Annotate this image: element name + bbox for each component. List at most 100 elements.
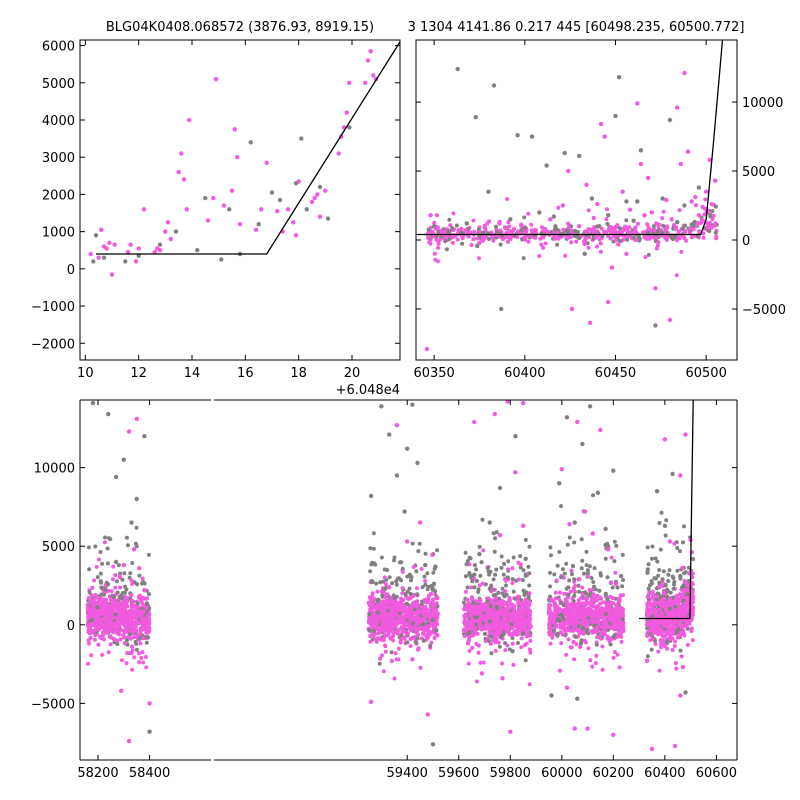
data-point-magenta — [400, 591, 405, 596]
data-point-magenta — [176, 169, 181, 175]
data-point-magenta — [507, 598, 512, 603]
data-point-magenta — [525, 620, 530, 625]
data-point-magenta — [137, 660, 142, 665]
data-point-magenta — [497, 621, 502, 626]
data-point-magenta — [661, 209, 666, 214]
data-point-gray — [683, 223, 688, 228]
data-point-magenta — [656, 240, 661, 245]
data-point-magenta — [140, 650, 145, 655]
data-point-magenta — [477, 598, 482, 603]
data-point-magenta — [505, 197, 510, 201]
data-point-magenta — [448, 223, 453, 228]
data-point-gray — [580, 626, 585, 631]
data-point-magenta — [590, 664, 595, 669]
data-point-gray — [408, 591, 413, 596]
data-point-magenta — [475, 236, 480, 241]
data-point-magenta — [418, 627, 423, 632]
data-point-magenta — [560, 621, 565, 626]
data-point-gray — [425, 571, 430, 576]
data-point-magenta — [135, 608, 140, 613]
data-point-magenta — [654, 246, 659, 251]
data-point-magenta — [584, 182, 589, 187]
data-point-magenta — [558, 590, 562, 595]
data-point-gray — [435, 548, 440, 553]
data-point-gray — [409, 575, 414, 580]
data-point-gray — [447, 237, 452, 242]
data-point-magenta — [586, 245, 591, 250]
data-point-gray — [579, 566, 584, 571]
data-point-magenta — [395, 618, 399, 623]
data-point-gray — [491, 593, 496, 598]
data-point-gray — [113, 612, 118, 617]
data-point-magenta — [471, 626, 476, 631]
data-point-magenta — [523, 643, 527, 647]
data-point-magenta — [494, 610, 499, 615]
data-point-gray — [618, 226, 622, 231]
data-point-gray — [142, 581, 147, 586]
data-point-gray — [559, 504, 563, 509]
data-point-magenta — [653, 642, 658, 646]
data-point-magenta — [541, 226, 546, 231]
data-point-gray — [521, 568, 526, 573]
data-point-gray — [551, 214, 556, 219]
data-point-gray — [497, 644, 502, 649]
data-point-magenta — [134, 621, 139, 626]
data-point-gray — [494, 604, 499, 609]
data-point-magenta — [367, 595, 372, 600]
data-point-gray — [594, 642, 599, 647]
data-point-magenta — [583, 237, 588, 241]
data-point-gray — [463, 550, 468, 555]
data-point-magenta — [108, 618, 112, 623]
data-point-magenta — [481, 660, 486, 665]
data-point-magenta — [414, 604, 419, 609]
data-point-gray — [612, 633, 617, 638]
data-point-magenta — [104, 246, 109, 251]
data-point-magenta — [556, 205, 561, 210]
data-point-gray — [147, 592, 151, 597]
data-point-magenta — [120, 658, 124, 663]
data-point-gray — [375, 610, 380, 615]
data-point-magenta — [434, 601, 439, 606]
data-point-magenta — [469, 243, 474, 247]
data-point-magenta — [672, 644, 677, 648]
data-point-magenta — [112, 625, 117, 630]
data-point-gray — [668, 590, 673, 595]
data-point-gray — [416, 549, 421, 554]
data-point-gray — [576, 583, 581, 588]
data-point-gray — [99, 592, 104, 597]
data-point-gray — [605, 575, 610, 580]
data-point-gray — [368, 569, 373, 574]
data-point-gray — [487, 237, 491, 241]
data-point-magenta — [616, 607, 621, 612]
data-point-magenta — [620, 613, 625, 618]
data-point-magenta — [467, 637, 471, 642]
data-point-magenta — [581, 601, 586, 606]
data-point-gray — [526, 564, 531, 569]
data-point-magenta — [526, 614, 531, 619]
data-point-magenta — [478, 660, 483, 665]
data-point-magenta — [432, 636, 437, 640]
data-point-magenta — [124, 603, 129, 608]
data-point-magenta — [88, 611, 93, 616]
data-point-magenta — [645, 222, 650, 227]
data-point-magenta — [659, 645, 663, 650]
data-point-magenta — [585, 608, 590, 613]
data-point-magenta — [418, 665, 423, 670]
data-point-gray — [663, 533, 668, 538]
y-tick-label: 6000 — [42, 40, 75, 55]
data-point-magenta — [100, 652, 105, 657]
data-point-magenta — [86, 638, 91, 643]
data-point-magenta — [599, 625, 604, 630]
data-point-magenta — [382, 629, 387, 634]
data-point-magenta — [673, 226, 678, 231]
data-point-magenta — [613, 650, 617, 655]
data-point-magenta — [387, 600, 392, 605]
data-point-gray — [557, 550, 562, 554]
data-point-magenta — [596, 635, 601, 640]
data-point-magenta — [96, 601, 101, 605]
data-point-magenta — [496, 616, 501, 621]
data-point-magenta — [477, 240, 482, 245]
data-point-magenta — [393, 651, 398, 656]
data-point-gray — [405, 574, 410, 579]
data-point-gray — [549, 553, 553, 558]
